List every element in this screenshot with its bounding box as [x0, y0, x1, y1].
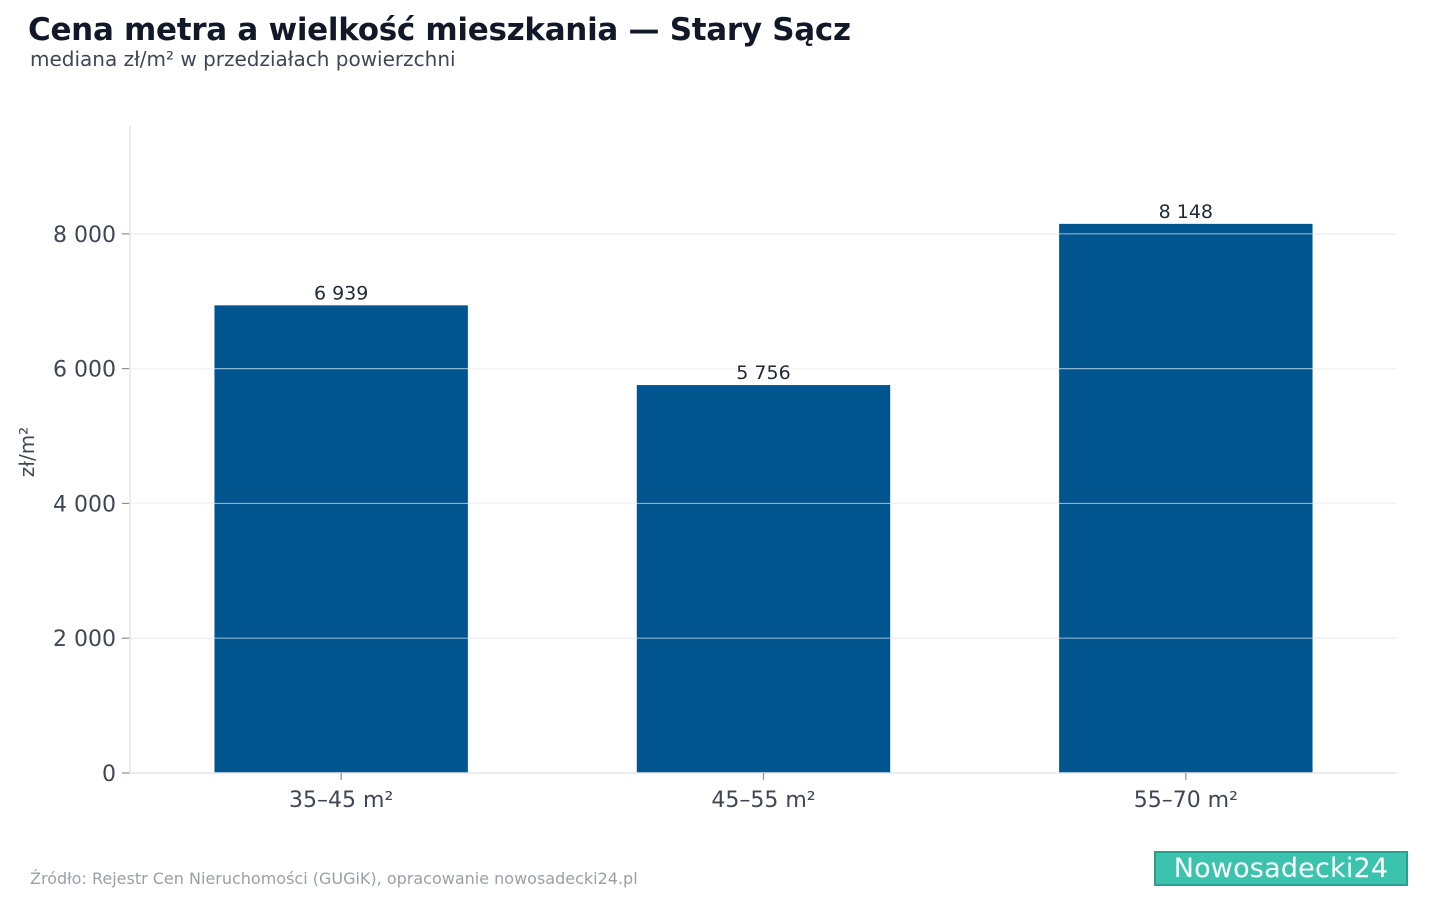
bar: [636, 385, 891, 773]
chart-subtitle: mediana zł/m² w przedziałach powierzchni: [30, 47, 456, 71]
y-tick-label: 2 000: [53, 627, 116, 652]
grid-overlay: [130, 233, 1397, 639]
y-axis-label: zł/m²: [15, 427, 39, 477]
bars: [214, 223, 1313, 773]
bar: [1059, 223, 1313, 773]
y-tick-label: 8 000: [53, 223, 116, 248]
chart-title: Cena metra a wielkość mieszkania — Stary…: [28, 12, 851, 48]
bar-value-label: 6 939: [314, 282, 368, 304]
source-note: Źródło: Rejestr Cen Nieruchomości (GUGiK…: [30, 869, 638, 888]
axes: 0 2 000 4 000 6 000 8 000 35–45 m² 45–55 m² 55–…: [53, 126, 1397, 813]
bar: [214, 305, 468, 773]
y-tick-label: 4 000: [53, 492, 116, 517]
bar-value-label: 5 756: [736, 362, 790, 384]
y-tick-label: 0: [102, 762, 116, 787]
x-tick-label: 45–55 m²: [711, 788, 815, 813]
value-labels: 6 939 5 756 8 148: [314, 201, 1213, 384]
y-tick-label: 6 000: [53, 358, 116, 383]
bar-value-label: 8 148: [1159, 201, 1213, 223]
brand-logo: Nowosadecki24: [1154, 851, 1408, 886]
x-tick-label: 35–45 m²: [289, 788, 393, 813]
x-tick-label: 55–70 m²: [1134, 788, 1238, 813]
